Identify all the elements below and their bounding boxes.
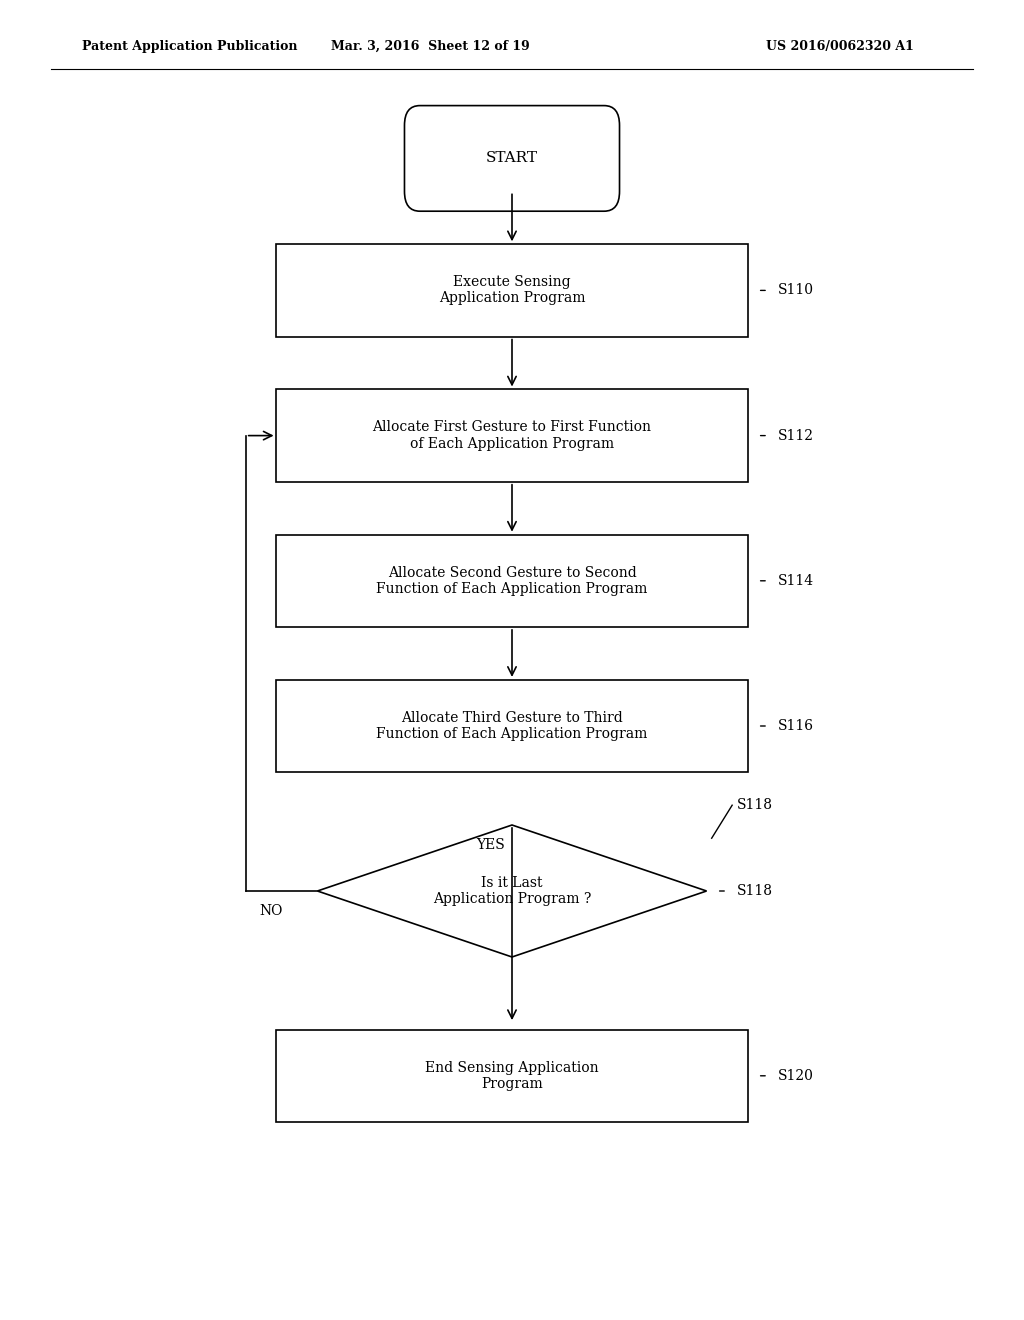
Text: YES: YES: [476, 838, 505, 851]
Text: START: START: [486, 152, 538, 165]
Bar: [276, 680, 748, 772]
Text: S112: S112: [778, 429, 814, 442]
Text: S120: S120: [778, 1069, 814, 1082]
Bar: [276, 244, 748, 337]
Text: Mar. 3, 2016  Sheet 12 of 19: Mar. 3, 2016 Sheet 12 of 19: [331, 40, 529, 53]
Text: S116: S116: [778, 719, 814, 733]
Text: Allocate First Gesture to First Function
of Each Application Program: Allocate First Gesture to First Function…: [373, 421, 651, 450]
Text: Patent Application Publication: Patent Application Publication: [82, 40, 297, 53]
Text: S114: S114: [778, 574, 814, 587]
Text: S118: S118: [737, 799, 773, 812]
FancyBboxPatch shape: [404, 106, 620, 211]
Text: FIG. 11: FIG. 11: [456, 125, 568, 152]
Text: Allocate Second Gesture to Second
Function of Each Application Program: Allocate Second Gesture to Second Functi…: [376, 566, 648, 595]
Polygon shape: [317, 825, 707, 957]
Text: Allocate Third Gesture to Third
Function of Each Application Program: Allocate Third Gesture to Third Function…: [376, 711, 648, 741]
Text: S110: S110: [778, 284, 814, 297]
Text: Execute Sensing
Application Program: Execute Sensing Application Program: [438, 276, 586, 305]
Bar: [276, 1030, 748, 1122]
Bar: [276, 389, 748, 482]
Text: S118: S118: [737, 884, 773, 898]
Text: NO: NO: [260, 904, 283, 917]
Text: End Sensing Application
Program: End Sensing Application Program: [425, 1061, 599, 1090]
Text: US 2016/0062320 A1: US 2016/0062320 A1: [766, 40, 913, 53]
Text: Is it Last
Application Program ?: Is it Last Application Program ?: [433, 876, 591, 906]
Bar: [276, 535, 748, 627]
